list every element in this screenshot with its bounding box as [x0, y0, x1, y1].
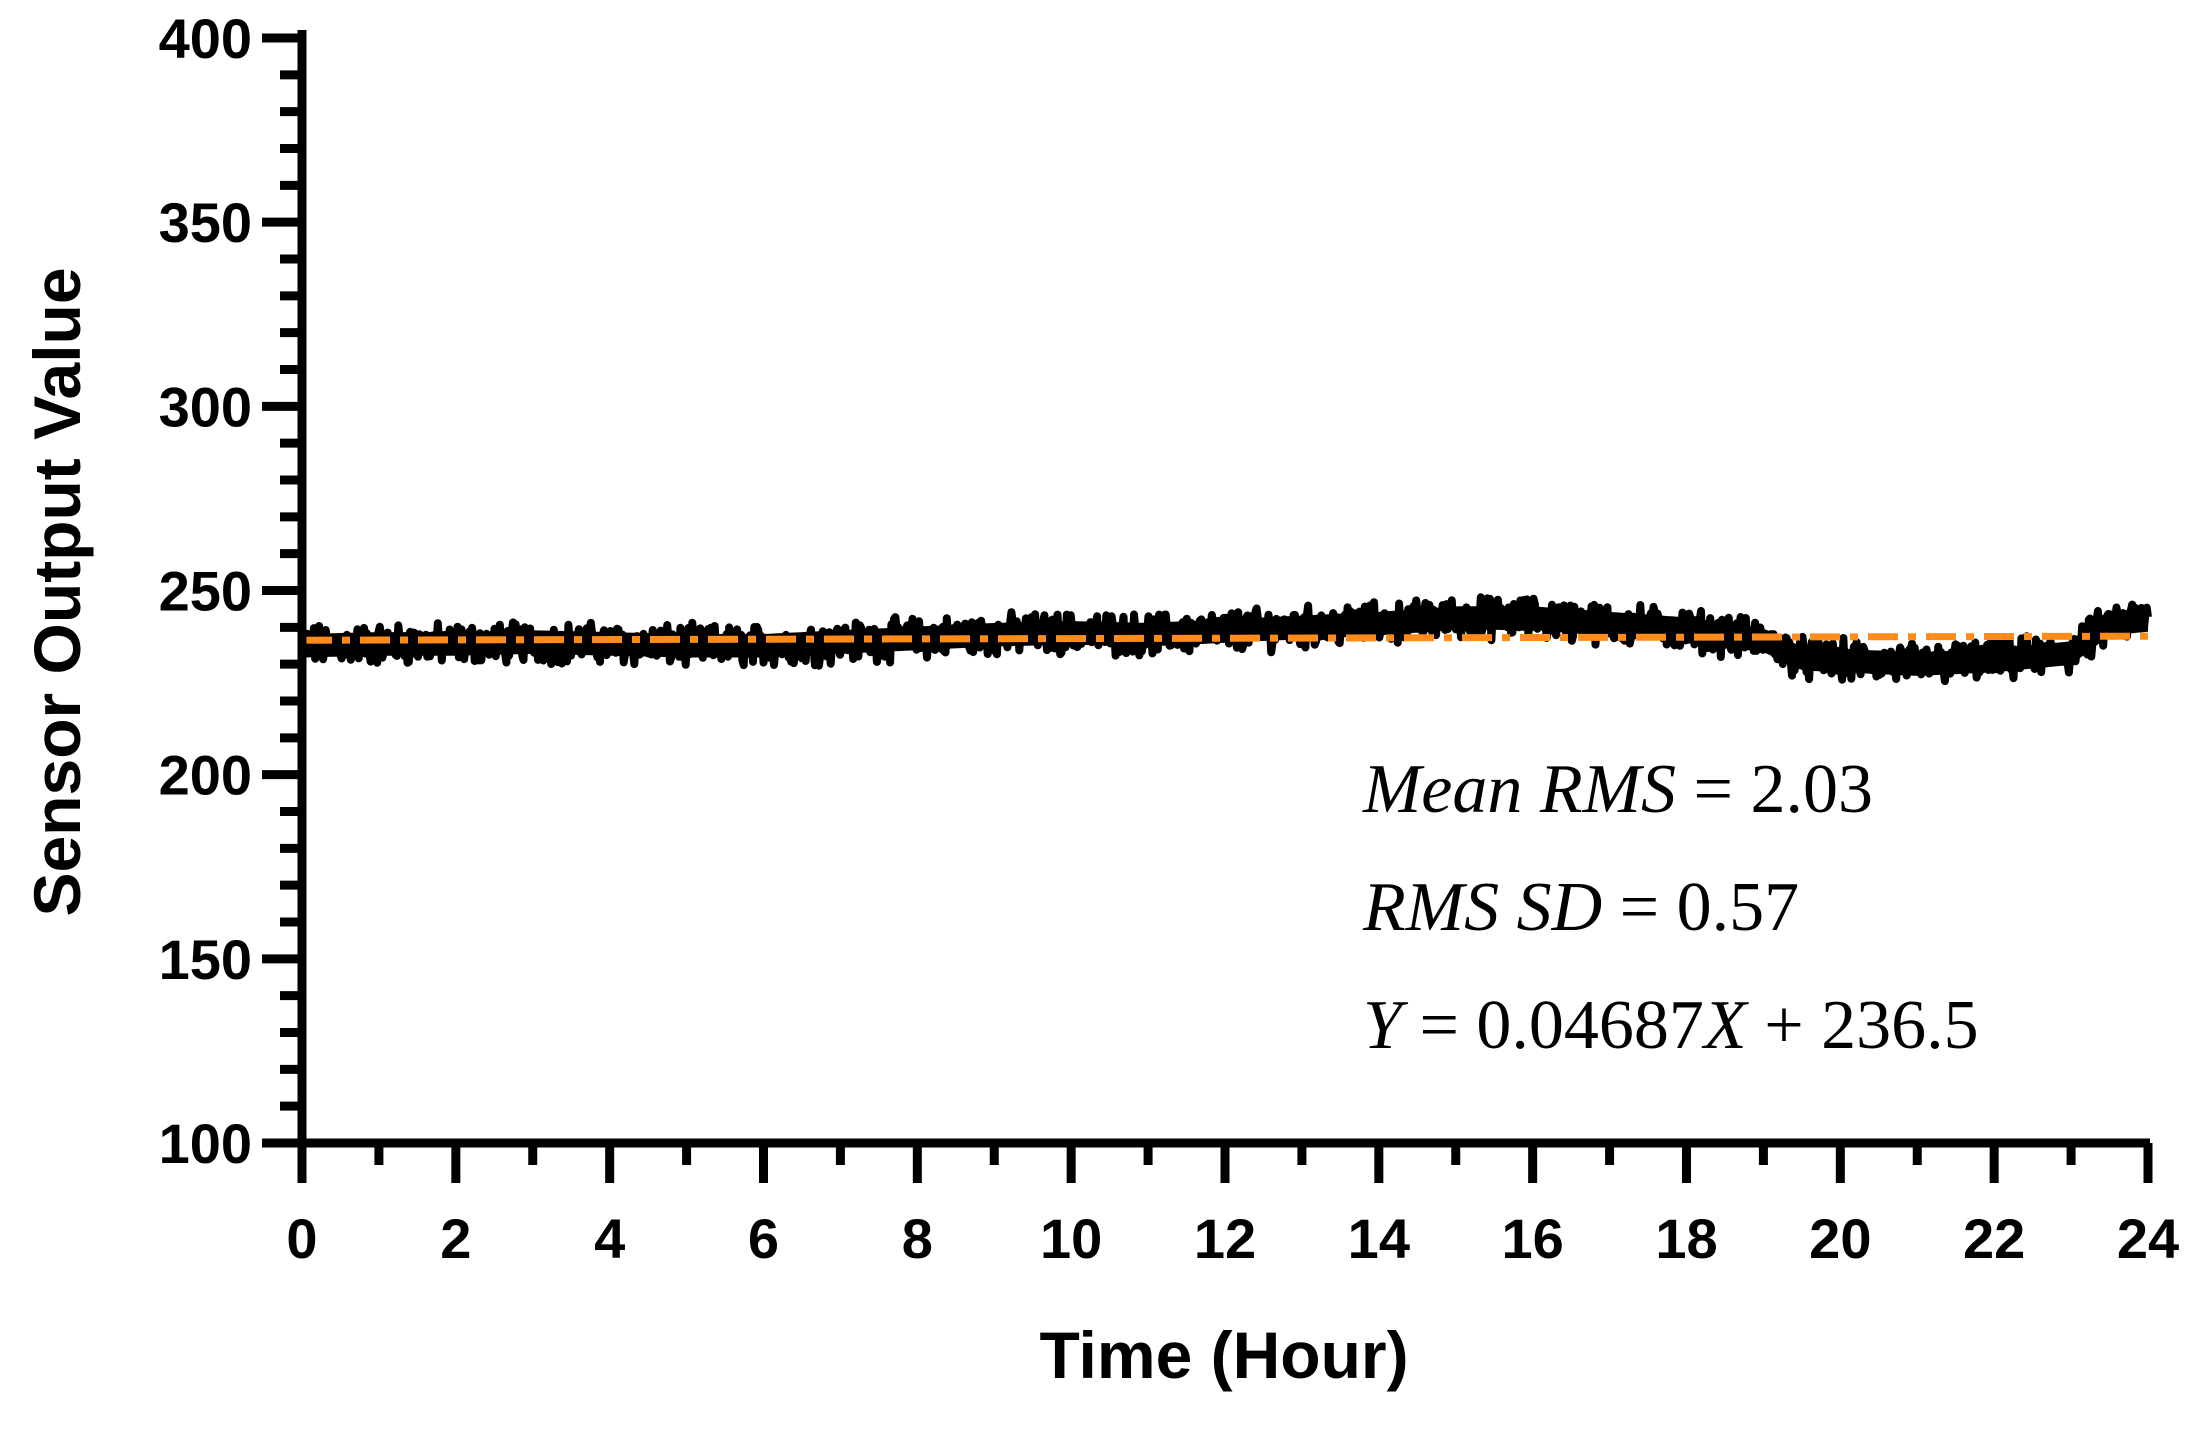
x-tick-label: 0 [286, 1207, 317, 1270]
y-tick-labels: 100 150 200 250 300 350 400 [159, 7, 252, 1175]
rms-sd-label: RMS SD [1362, 869, 1602, 946]
x-tick-label: 12 [1194, 1207, 1256, 1270]
fit-x-symbol: X [1701, 987, 1750, 1064]
x-tick-label: 20 [1809, 1207, 1871, 1270]
rms-sd-value: 0.57 [1677, 869, 1800, 946]
annotation-block: Mean RMS = 2.03 RMS SD = 0.57 Y = 0.0468… [1362, 751, 1979, 1064]
x-tick-label: 8 [902, 1207, 933, 1270]
y-tick-label: 300 [159, 375, 252, 438]
fit-line [301, 632, 2149, 644]
x-tick-label: 22 [1963, 1207, 2025, 1270]
major-ticks [262, 33, 2153, 1183]
y-tick-label: 400 [159, 7, 252, 70]
fit-slope: 0.04687 [1476, 987, 1704, 1064]
series-0 [298, 593, 2152, 686]
fit-intercept: 236.5 [1821, 987, 1979, 1064]
rms-sd-equals: = [1602, 869, 1676, 946]
y-axis-title: Sensor Output Value [20, 267, 94, 916]
x-axis-title: Time (Hour) [1039, 1318, 1408, 1392]
y-tick-label: 150 [159, 928, 252, 991]
mean-rms-value: 2.03 [1750, 751, 1873, 828]
x-tick-label: 2 [440, 1207, 471, 1270]
x-tick-label: 4 [594, 1207, 625, 1270]
annotation-fit-equation: Y = 0.04687X + 236.5 [1363, 987, 1979, 1064]
annotation-rms-sd: RMS SD = 0.57 [1362, 869, 1799, 946]
series-1 [301, 632, 2149, 644]
y-tick-label: 250 [159, 560, 252, 623]
x-tick-label: 24 [2117, 1207, 2179, 1270]
sensor-band [302, 606, 2148, 676]
y-tick-label: 350 [159, 191, 252, 254]
x-tick-label: 6 [748, 1207, 779, 1270]
series-layer [298, 593, 2152, 686]
x-tick-label: 10 [1040, 1207, 1102, 1270]
fit-plus: + [1747, 987, 1821, 1064]
x-tick-labels: 0 2 4 6 8 10 12 14 16 18 20 22 24 [286, 1207, 2179, 1270]
x-tick-label: 16 [1502, 1207, 1564, 1270]
fit-equals: = [1402, 987, 1476, 1064]
y-tick-label: 100 [159, 1112, 252, 1175]
mean-rms-equals: = [1676, 751, 1750, 828]
x-tick-label: 14 [1348, 1207, 1410, 1270]
annotation-mean-rms: Mean RMS = 2.03 [1362, 751, 1873, 828]
mean-rms-label: Mean RMS [1362, 751, 1676, 828]
x-tick-label: 18 [1655, 1207, 1717, 1270]
y-tick-label: 200 [159, 744, 252, 807]
fit-y-symbol: Y [1363, 987, 1409, 1064]
